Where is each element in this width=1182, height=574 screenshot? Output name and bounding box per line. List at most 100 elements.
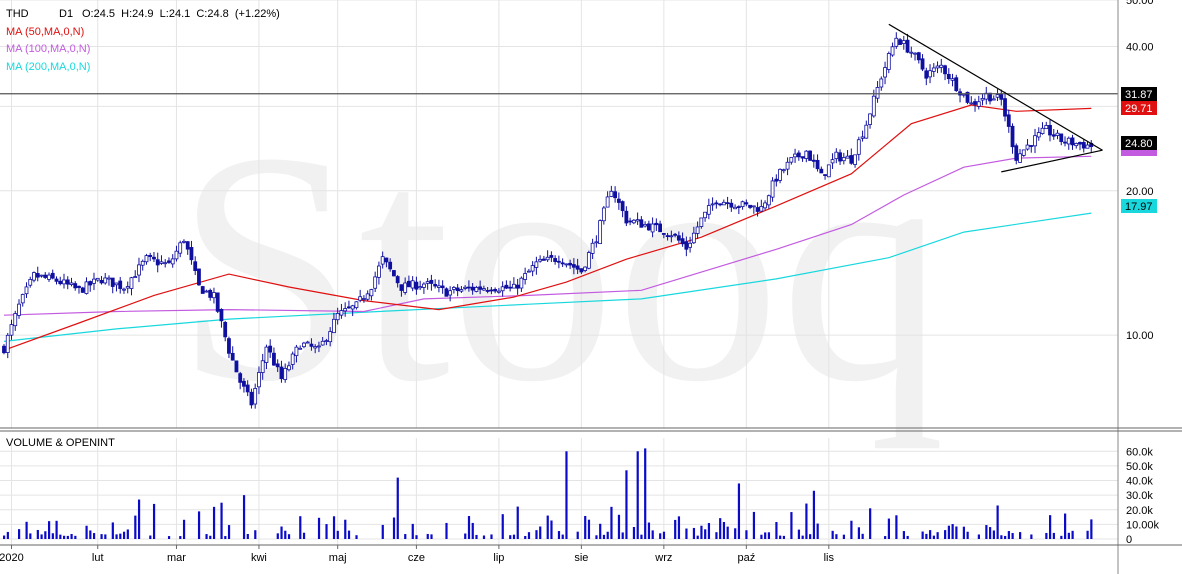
volume-bar bbox=[1052, 532, 1055, 539]
candle-body bbox=[1070, 137, 1075, 146]
volume-bar bbox=[895, 515, 898, 539]
volume-bar bbox=[850, 520, 853, 539]
volume-bar bbox=[471, 522, 474, 539]
candle-body bbox=[433, 283, 438, 287]
month-label: paź bbox=[737, 552, 755, 564]
candle-body bbox=[924, 70, 929, 79]
volume-tick-label: 20.0k bbox=[1126, 505, 1153, 517]
volume-bar bbox=[831, 530, 834, 539]
candle-body bbox=[1036, 132, 1041, 138]
candle-body bbox=[118, 280, 123, 289]
candle-body bbox=[80, 287, 85, 293]
month-label: mar bbox=[167, 552, 186, 564]
candle-body bbox=[103, 277, 108, 284]
candle-body bbox=[789, 157, 794, 163]
volume-bar bbox=[812, 490, 816, 539]
month-label: wrz bbox=[654, 552, 672, 564]
volume-bar bbox=[336, 530, 339, 539]
candle-body bbox=[159, 261, 164, 264]
candle-body bbox=[264, 346, 269, 363]
candle-body bbox=[1029, 145, 1034, 147]
ma200-line bbox=[3, 212, 1092, 342]
candle-body bbox=[800, 156, 805, 159]
volume-bar bbox=[302, 532, 306, 539]
candle-body bbox=[440, 285, 445, 289]
candle-body bbox=[35, 273, 40, 278]
month-label: maj bbox=[329, 552, 347, 564]
candle-body bbox=[943, 65, 947, 75]
volume-bar bbox=[17, 529, 21, 539]
candle-body bbox=[1044, 125, 1049, 130]
candle-body bbox=[571, 264, 576, 268]
candle-body bbox=[545, 256, 550, 261]
candle-body bbox=[399, 284, 404, 291]
volume-bar bbox=[760, 534, 763, 539]
candle-body bbox=[317, 345, 321, 348]
candle-body bbox=[212, 292, 216, 299]
candle-body bbox=[609, 190, 614, 197]
candle-body bbox=[257, 372, 261, 388]
candle-body bbox=[811, 159, 816, 162]
candle-body bbox=[530, 265, 535, 272]
volume-bar bbox=[242, 495, 246, 539]
price-tick-label: 20.00 bbox=[1126, 186, 1154, 198]
candle-body bbox=[605, 196, 610, 208]
tag-ma50: 29.71 bbox=[1121, 101, 1157, 115]
volume-bar bbox=[25, 521, 28, 539]
volume-bar bbox=[674, 519, 677, 539]
candle-body bbox=[658, 223, 663, 233]
candle-body bbox=[28, 279, 33, 286]
candle-body bbox=[680, 238, 685, 245]
volume-bar bbox=[659, 533, 662, 539]
volume-bar bbox=[902, 531, 905, 539]
volume-bar bbox=[599, 523, 602, 539]
volume-bar bbox=[700, 525, 703, 539]
candle-body bbox=[99, 280, 104, 284]
candle-body bbox=[931, 67, 936, 72]
candle-body bbox=[853, 154, 857, 165]
volume-bar bbox=[719, 518, 722, 539]
volume-bar bbox=[621, 532, 624, 539]
volume-bar bbox=[587, 519, 591, 539]
volume-bar bbox=[696, 535, 699, 539]
candle-body bbox=[556, 260, 561, 263]
candle-body bbox=[24, 286, 29, 295]
candle-body bbox=[223, 321, 228, 338]
volume-bar bbox=[707, 523, 711, 539]
candle-body bbox=[905, 39, 910, 53]
candle-body bbox=[392, 270, 396, 277]
candle-body bbox=[451, 287, 456, 290]
price-tick-label: 50.00 bbox=[1126, 0, 1154, 7]
candle-body bbox=[684, 241, 689, 250]
candle-body bbox=[549, 255, 554, 258]
volume-bar bbox=[66, 535, 69, 539]
candle-body bbox=[1003, 98, 1007, 117]
volume-bar bbox=[782, 535, 786, 539]
volume-bar bbox=[662, 531, 666, 539]
candle-body bbox=[182, 240, 186, 243]
candle-body bbox=[939, 64, 944, 68]
candle-body bbox=[215, 292, 220, 312]
candle-body bbox=[17, 303, 21, 316]
candle-body bbox=[13, 313, 18, 327]
month-label: lip bbox=[493, 552, 504, 564]
volume-bar bbox=[179, 536, 182, 539]
volume-bar bbox=[332, 516, 336, 539]
candle-body bbox=[875, 87, 880, 99]
volume-bar bbox=[576, 531, 579, 539]
volume-bar bbox=[1000, 535, 1003, 539]
volume-tick-label: 40.0k bbox=[1126, 476, 1153, 488]
candle-body bbox=[793, 153, 797, 158]
candle-body bbox=[759, 206, 764, 212]
candle-body bbox=[830, 159, 835, 164]
volume-bar bbox=[595, 535, 598, 539]
candle-body bbox=[643, 224, 648, 227]
candle-body bbox=[234, 360, 239, 373]
ohlc-readout: O:24.5 H:24.9 L:24.1 C:24.8 (+1.22%) bbox=[82, 8, 280, 20]
candle-body bbox=[1018, 153, 1022, 163]
candle-body bbox=[725, 202, 730, 205]
month-label: lis bbox=[824, 552, 835, 564]
candle-body bbox=[395, 276, 400, 284]
volume-bar bbox=[606, 531, 609, 539]
volume-bar bbox=[59, 534, 62, 539]
